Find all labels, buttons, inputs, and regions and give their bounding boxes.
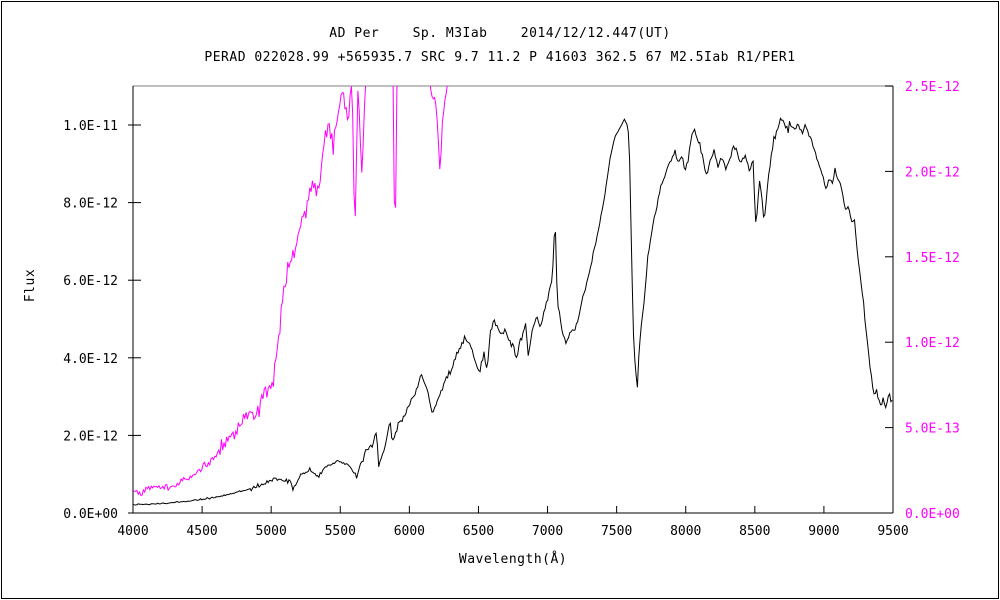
x-tick-label: 8500 xyxy=(739,524,770,539)
y-left-tick-label: 0.0E+00 xyxy=(63,507,118,522)
x-tick-label: 4000 xyxy=(117,524,148,539)
target-spectrum-black-line xyxy=(133,117,893,506)
y-right-tick-label: 1.5E-12 xyxy=(905,251,960,266)
x-tick-label: 5000 xyxy=(256,524,287,539)
y-left-tick-label: 2.0E-12 xyxy=(63,429,118,444)
comparison-spectrum-magenta-line xyxy=(133,86,448,496)
x-tick-label: 4500 xyxy=(186,524,217,539)
y-right-tick-label: 5.0E-13 xyxy=(905,422,960,437)
x-tick-label: 7000 xyxy=(532,524,563,539)
y-right-tick-label: 2.0E-12 xyxy=(905,165,960,180)
chart-title: AD Per Sp. M3Iab 2014/12/12.447(UT) xyxy=(329,26,671,41)
y-left-tick-label: 1.0E-11 xyxy=(63,119,118,134)
y-right-tick-label: 2.5E-12 xyxy=(905,80,960,95)
y-right-tick-label: 1.0E-12 xyxy=(905,336,960,351)
y-right-tick-label: 0.0E+00 xyxy=(905,507,960,522)
x-tick-label: 9500 xyxy=(877,524,908,539)
x-tick-label: 6000 xyxy=(394,524,425,539)
x-tick-label: 6500 xyxy=(463,524,494,539)
x-axis-label: Wavelength(Å) xyxy=(458,552,568,567)
x-tick-label: 5500 xyxy=(325,524,356,539)
y-left-tick-label: 8.0E-12 xyxy=(63,197,118,212)
y-left-tick-label: 4.0E-12 xyxy=(63,352,118,367)
x-tick-label: 7500 xyxy=(601,524,632,539)
chart-subtitle: PERAD 022028.99 +565935.7 SRC 9.7 11.2 P… xyxy=(204,50,796,65)
y-left-tick-label: 6.0E-12 xyxy=(63,274,118,289)
x-tick-label: 8000 xyxy=(670,524,701,539)
x-tick-label: 9000 xyxy=(808,524,839,539)
